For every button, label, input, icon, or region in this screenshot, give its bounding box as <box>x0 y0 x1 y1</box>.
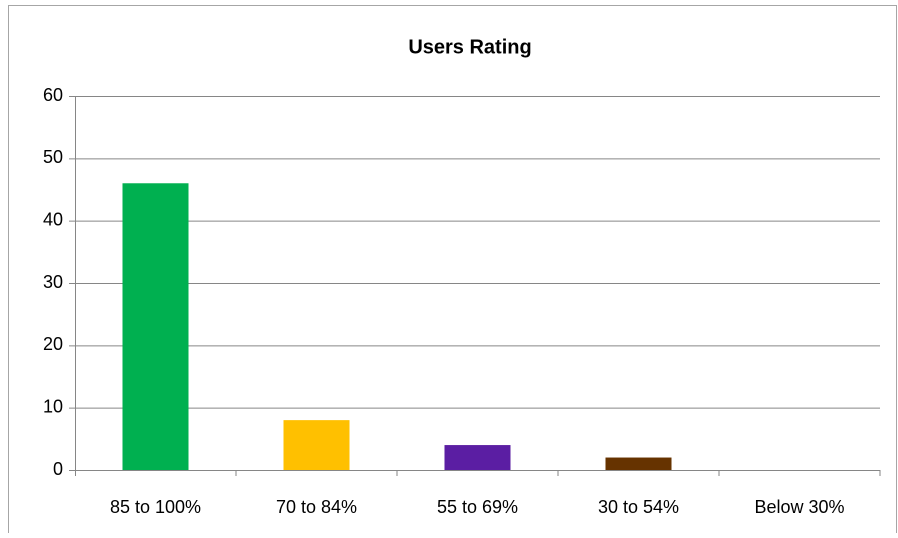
x-tick-label: 30 to 54% <box>598 497 679 517</box>
bar <box>122 183 189 470</box>
y-tick-label: 0 <box>53 459 63 479</box>
x-tick-label: 70 to 84% <box>276 497 357 517</box>
bar <box>444 445 511 470</box>
y-tick-label: 60 <box>43 85 63 105</box>
x-tick-label: 85 to 100% <box>110 497 201 517</box>
y-tick-label: 20 <box>43 334 63 354</box>
x-tick-label: Below 30% <box>754 497 844 517</box>
x-tick-label: 55 to 69% <box>437 497 518 517</box>
y-tick-label: 30 <box>43 272 63 292</box>
bar <box>283 420 350 470</box>
chart-title: Users Rating <box>408 36 531 58</box>
y-tick-label: 50 <box>43 147 63 167</box>
bar <box>605 457 672 470</box>
y-tick-label: 40 <box>43 209 63 229</box>
y-tick-label: 10 <box>43 396 63 416</box>
